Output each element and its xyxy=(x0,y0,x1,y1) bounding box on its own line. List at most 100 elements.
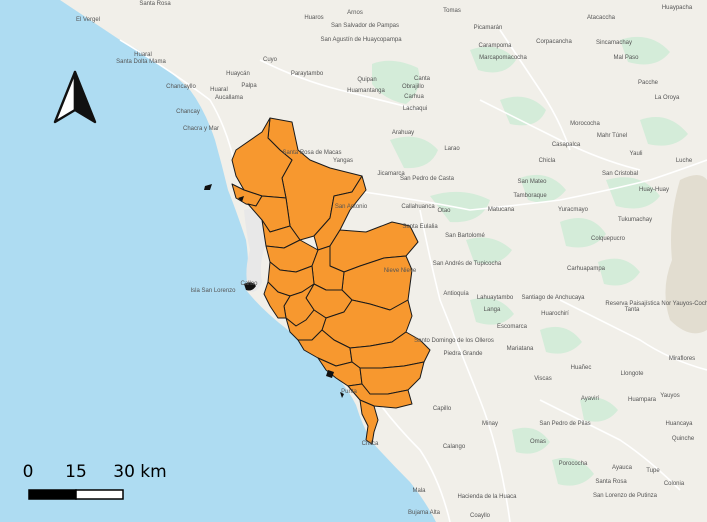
place-label: Mahr Túnel xyxy=(597,133,627,139)
place-label: Santo Domingo de los Olleros xyxy=(414,338,494,344)
lima-districts xyxy=(231,117,431,445)
place-label: San Lorenzo de Putinza xyxy=(593,493,658,499)
place-label: Chicla xyxy=(539,158,556,164)
place-label: Huay-Huay xyxy=(639,187,669,193)
place-label: Llongote xyxy=(620,371,644,377)
place-label: Reserva Paisajística Nor Yauyos-Cochas xyxy=(605,301,707,307)
district-pucusana xyxy=(359,399,379,445)
place-label: Nieve Nieve xyxy=(384,268,417,274)
place-label: Arahuay xyxy=(392,130,414,136)
place-label: Bujama Alta xyxy=(408,510,441,516)
place-label: Huaycán xyxy=(226,71,250,77)
place-label: Mala xyxy=(412,488,426,494)
district-villa-el-salvador xyxy=(285,309,327,341)
place-label: Luche xyxy=(676,158,693,164)
place-label: Tukumachay xyxy=(618,217,652,223)
place-label: San Andrés de Tupicocha xyxy=(433,261,502,267)
place-label: Porococha xyxy=(559,461,588,467)
place-label: Tanta xyxy=(625,307,640,313)
place-label: Atacaccha xyxy=(587,15,616,21)
scale-label-end: 30 km xyxy=(113,462,166,482)
place-label: Minay xyxy=(482,421,498,427)
place-label: Huaral xyxy=(210,87,228,93)
place-label: Quipan xyxy=(357,77,376,83)
place-label: Otao xyxy=(437,208,451,214)
place-label: Huaral xyxy=(134,52,152,58)
place-label: Huañec xyxy=(571,365,592,371)
place-label: Omas xyxy=(530,439,546,445)
place-label: Paraytambo xyxy=(291,71,324,77)
protected-areas xyxy=(372,36,688,486)
place-label: Arnos xyxy=(347,10,363,16)
place-label: Colquepucro xyxy=(591,236,626,242)
place-label: El Vergel xyxy=(76,17,100,23)
place-label: Pacche xyxy=(638,80,659,86)
place-label: La Oroya xyxy=(655,95,680,101)
place-label: Casapalca xyxy=(552,142,581,148)
place-label: San Mateo xyxy=(517,179,547,185)
place-label: Jicamarca xyxy=(377,171,405,177)
place-label: Yauyos xyxy=(660,393,680,399)
place-label: Corpacancha xyxy=(536,39,572,45)
place-label: Huancaya xyxy=(665,421,693,427)
place-label: Miraflores xyxy=(669,356,695,362)
place-label: Cuyo xyxy=(263,57,278,63)
scale-label-mid: 15 xyxy=(65,462,87,482)
scale-bar-segment-dark xyxy=(28,489,77,500)
place-label: Carhuapampa xyxy=(567,266,606,272)
place-label: Larao xyxy=(444,146,460,152)
place-label: Callahuanca xyxy=(401,204,435,210)
place-label: Langa xyxy=(484,307,501,313)
place-label: Escomarca xyxy=(497,324,528,330)
place-label: Ayauca xyxy=(612,465,633,471)
place-label: Antioquía xyxy=(443,291,469,297)
place-label: Santiago de Anchucaya xyxy=(521,295,585,301)
place-label: Isla San Lorenzo xyxy=(190,288,236,294)
north-arrow-icon xyxy=(53,70,97,124)
place-label: Mal Paso xyxy=(613,55,639,61)
district-ancon xyxy=(231,117,293,199)
place-label: Chacra y Mar xyxy=(183,126,219,132)
place-label: Santa Eulalia xyxy=(402,224,438,230)
place-label: Sincamachay xyxy=(596,40,632,46)
place-label: Lachaqui xyxy=(403,106,427,112)
scale-label-zero: 0 xyxy=(23,462,34,482)
place-label: Huaypacha xyxy=(662,5,693,11)
place-label: Yangas xyxy=(333,158,353,164)
place-label: Huaros xyxy=(304,15,323,21)
place-label: Colonia xyxy=(664,481,685,487)
place-label: Quinche xyxy=(672,436,695,442)
place-label: San Antonio xyxy=(335,204,368,210)
place-label: Mariatana xyxy=(507,346,534,352)
scale-bar: 0 15 30 km xyxy=(23,462,167,500)
place-label: Calango xyxy=(443,444,466,450)
place-label: Capillo xyxy=(433,406,452,412)
place-label: Hacienda de la Huaca xyxy=(457,494,517,500)
place-label: Santa Dolta Mama xyxy=(116,59,166,65)
place-label: Santa Rosa xyxy=(139,1,171,7)
place-label: San Salvador de Pampas xyxy=(331,23,399,29)
place-label: Huarochirí xyxy=(541,311,569,317)
place-label: Chilca xyxy=(362,441,379,447)
place-label: Chancay xyxy=(176,109,200,115)
place-label: Coayllo xyxy=(470,513,491,519)
place-label: Lahuaytambo xyxy=(477,295,514,301)
place-label: San Agustín de Huaycopampa xyxy=(320,37,402,43)
place-label: Carampoma xyxy=(478,43,512,49)
coastal-islands xyxy=(204,184,344,398)
scale-bar-segment-light xyxy=(75,489,124,500)
highland-relief xyxy=(665,175,707,334)
place-label: Tomas xyxy=(443,8,461,14)
place-label: Santa Rosa xyxy=(595,479,627,485)
place-label: Canta xyxy=(414,76,431,82)
place-label: Tamboraque xyxy=(513,193,547,199)
place-label: Yuracmayo xyxy=(558,207,589,213)
place-label: Yauli xyxy=(630,151,643,157)
place-label: San Cristobal xyxy=(602,171,638,177)
place-label: Viscas xyxy=(534,376,552,382)
place-label: Chancayllo xyxy=(166,84,196,90)
place-label: Callao xyxy=(240,281,258,287)
